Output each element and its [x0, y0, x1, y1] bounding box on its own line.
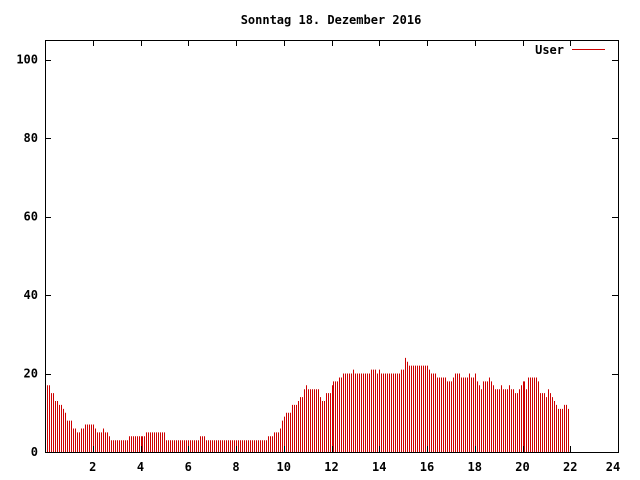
- y-tick-label: 20: [24, 367, 38, 381]
- legend: User: [535, 43, 605, 57]
- y-tick-label: 80: [24, 131, 38, 145]
- y-tick-label: 100: [16, 53, 38, 67]
- x-tick-label: 2: [89, 460, 96, 474]
- x-tick-label: 10: [277, 460, 291, 474]
- x-tick-label: 12: [324, 460, 338, 474]
- bars-layer: [47, 357, 569, 452]
- chart-title: Sonntag 18. Dezember 2016: [241, 13, 422, 27]
- x-tick-label: 14: [372, 460, 386, 474]
- x-tick-label: 8: [232, 460, 239, 474]
- x-tick-label: 6: [185, 460, 192, 474]
- y-tick-label: 60: [24, 210, 38, 224]
- legend-label-user: User: [535, 43, 564, 57]
- x-tick-label: 18: [468, 460, 482, 474]
- x-tick-label: 16: [420, 460, 434, 474]
- x-tick-label: 20: [515, 460, 529, 474]
- y-tick-label: 40: [24, 288, 38, 302]
- x-tick-label: 24: [606, 460, 620, 474]
- x-tick-label: 4: [137, 460, 144, 474]
- x-tick-label: 22: [563, 460, 577, 474]
- y-tick-label: 0: [31, 445, 38, 459]
